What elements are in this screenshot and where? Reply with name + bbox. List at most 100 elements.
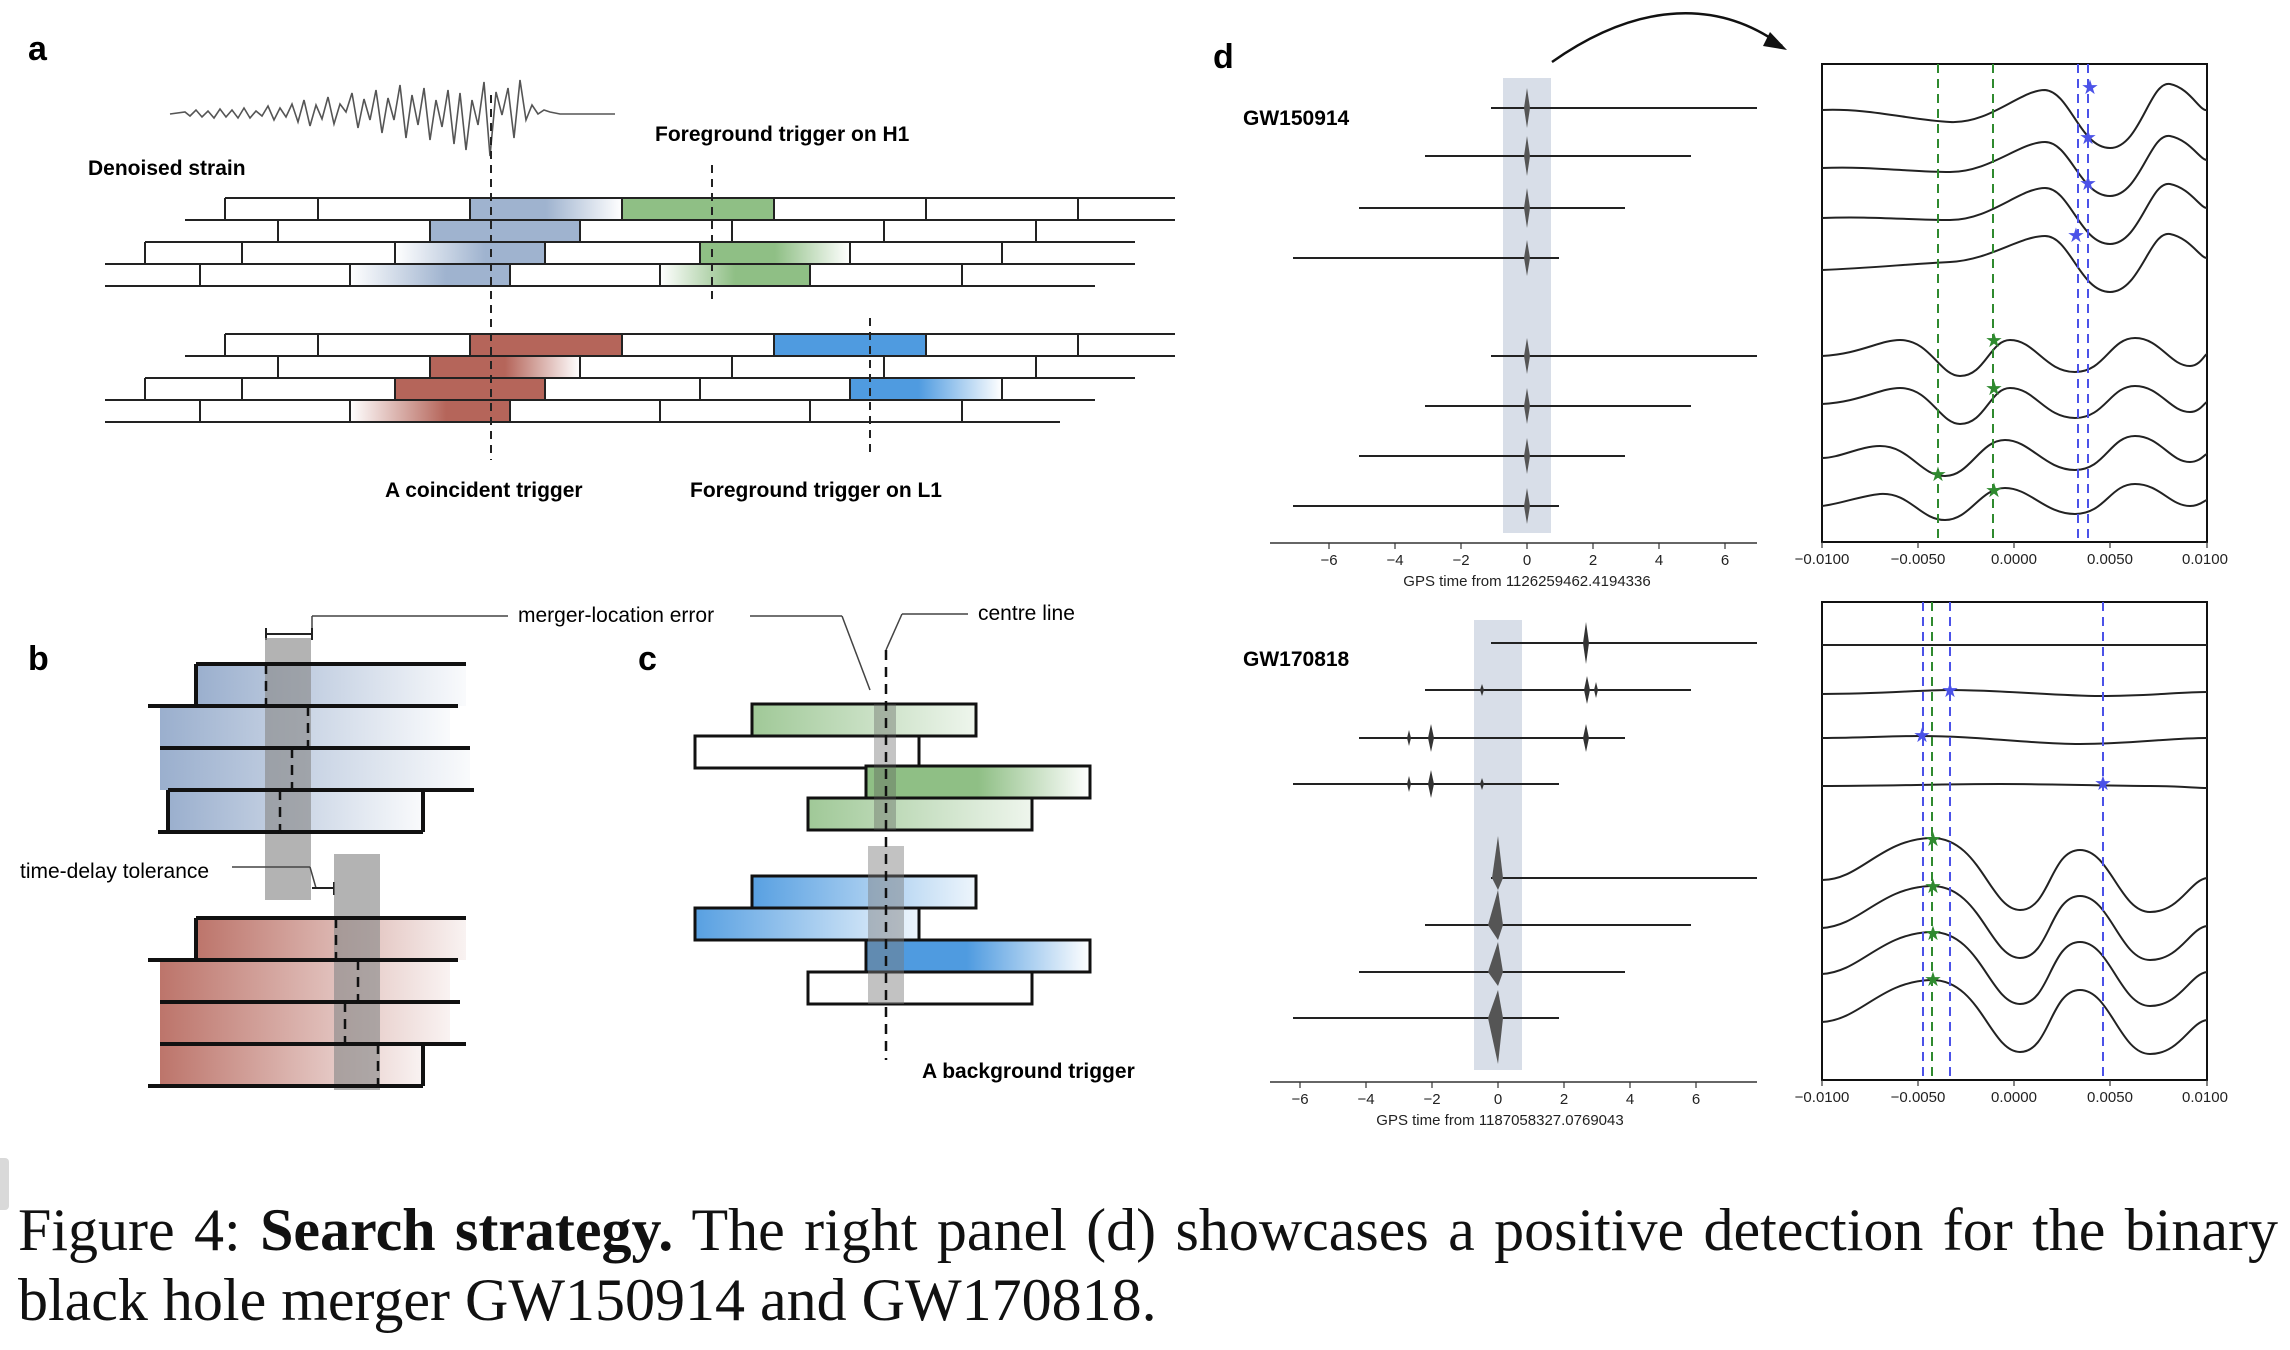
label-time-delay-tolerance: time-delay tolerance: [20, 860, 209, 883]
l1-red-fill: [470, 334, 622, 356]
star-icon: ★: [1913, 725, 1931, 747]
gw170818-peak-markers: ★ ★ ★ ★ ★ ★ ★: [1913, 680, 2112, 991]
x-axis-label-2: GPS time from 1187058327.0769043: [1376, 1112, 1623, 1129]
tick-label: −6: [1291, 1091, 1308, 1108]
h1-blue-fill: [350, 264, 510, 286]
gw170818-zoom-axis: −0.0100 −0.0050 0.0000 0.0050 0.0100: [1795, 1080, 2228, 1106]
h1-segment-grid: [105, 197, 1175, 287]
l1-red-fill: [430, 356, 580, 378]
star-icon: ★: [1924, 969, 1942, 991]
tick-label: 0: [1523, 552, 1531, 569]
tick-label: 0: [1494, 1091, 1502, 1108]
l1-sky-fill: [774, 334, 926, 356]
l1-sky-fill: [850, 378, 1002, 400]
green-segment: [864, 764, 1092, 800]
label-foreground-h1: Foreground trigger on H1: [655, 123, 910, 146]
star-icon: ★: [2081, 77, 2099, 99]
tick-label: 4: [1626, 1091, 1634, 1108]
tick-label: −0.0050: [1891, 551, 1946, 568]
gw150914-zoom-frame: [1821, 63, 2208, 543]
gw170818-zoom-frame: [1821, 601, 2208, 1081]
blue-segment-outlines: [148, 662, 474, 834]
leader-line: [309, 866, 317, 889]
empty-segment: [693, 734, 921, 770]
denoised-strain-waveform: [169, 79, 615, 157]
star-icon: ★: [1985, 480, 2003, 502]
gw150914-zoom-axis: −0.0100 −0.0050 0.0000 0.0050 0.0100: [1795, 542, 2228, 568]
panel-letter-a: a: [28, 30, 48, 68]
green-segment: [750, 702, 978, 738]
figure-caption: Figure 4: Search strategy. The right pan…: [18, 1195, 2278, 1335]
event-name-2: GW170818: [1243, 648, 1350, 671]
sky-segment: [864, 938, 1092, 974]
panel-a: a Denoised strain Foreground trigger on …: [28, 30, 1175, 502]
red-segment: [160, 1002, 450, 1044]
tick-label: 0.0000: [1991, 551, 2037, 568]
label-denoised-strain: Denoised strain: [88, 157, 246, 180]
label-coincident-trigger: A coincident trigger: [385, 479, 583, 502]
gw170818-zoom-waves: [1821, 644, 2208, 1056]
arrow-head-icon: [1763, 32, 1787, 50]
l1-red-fill: [350, 400, 510, 422]
tick-label: −2: [1423, 1091, 1440, 1108]
green-segment: [806, 796, 1034, 832]
leader-line: [841, 615, 871, 691]
red-segment: [160, 960, 450, 1002]
gw150914-peak-markers: ★ ★ ★ ★ ★ ★ ★ ★: [1929, 77, 2099, 502]
gw150914-zoom-markers: [1937, 64, 2089, 542]
h1-green-fill: [660, 264, 810, 286]
h1-blue-fill: [395, 242, 545, 264]
l1-segment-grid: [105, 333, 1175, 423]
star-icon: ★: [2094, 773, 2112, 795]
panel-b: b merger-location error time-delay toler…: [20, 604, 714, 1090]
star-icon: ★: [2079, 127, 2097, 149]
panel-letter-d: d: [1213, 38, 1234, 76]
gw170818-traces: [1293, 642, 1757, 1019]
gw170818-glitches: [1407, 622, 1598, 798]
gw150914-traces: [1293, 107, 1757, 507]
tick-label: 0.0050: [2087, 1089, 2133, 1106]
star-icon: ★: [2067, 225, 2085, 247]
star-icon: ★: [1924, 829, 1942, 851]
tick-label: 6: [1721, 552, 1729, 569]
star-icon: ★: [2079, 173, 2097, 195]
tick-label: −0.0100: [1795, 1089, 1850, 1106]
tick-label: 0.0000: [1991, 1089, 2037, 1106]
tick-label: −0.0100: [1795, 551, 1850, 568]
x-axis-label-1: GPS time from 1126259462.4194336: [1403, 573, 1650, 590]
red-segment-outlines: [148, 916, 466, 1088]
red-segment: [196, 918, 466, 960]
sky-segment: [693, 906, 921, 942]
star-icon: ★: [1941, 680, 1959, 702]
merger-marks: [334, 918, 380, 1088]
green-error-band: [874, 704, 896, 830]
merger-marks: [264, 664, 310, 834]
tick-label: 4: [1655, 552, 1663, 569]
star-icon: ★: [1929, 464, 1947, 486]
star-icon: ★: [1985, 378, 2003, 400]
merger-error-band: [265, 638, 311, 900]
tick-label: 0.0100: [2182, 551, 2228, 568]
empty-segment: [806, 970, 1034, 1006]
tick-label: −0.0050: [1891, 1089, 1946, 1106]
label-background-trigger: A background trigger: [922, 1060, 1135, 1083]
tick-label: −4: [1357, 1091, 1374, 1108]
gw170818-time-axis: −6 −4 −2 0 2 4 6 GPS time from 118705832…: [1270, 1081, 1757, 1129]
panel-letter-b: b: [28, 640, 49, 678]
curved-arrow: [1551, 12, 1783, 64]
star-icon: ★: [1985, 330, 2003, 352]
star-icon: ★: [1924, 876, 1942, 898]
gw150914-zoom-waves: [1821, 82, 2208, 522]
tolerance-band: [334, 854, 380, 1090]
event-name-1: GW150914: [1243, 107, 1350, 130]
panel-letter-c: c: [638, 640, 657, 678]
leader-line: [885, 613, 903, 651]
blue-segment: [196, 664, 466, 706]
panel-c: c centre line A background trigger: [638, 602, 1135, 1083]
label-merger-location-error: merger-location error: [518, 604, 714, 627]
gw170818-zoom-markers: [1922, 602, 2104, 1080]
tick-label: 2: [1589, 552, 1597, 569]
tick-label: 2: [1560, 1091, 1568, 1108]
star-icon: ★: [1924, 923, 1942, 945]
tick-label: −4: [1386, 552, 1403, 569]
